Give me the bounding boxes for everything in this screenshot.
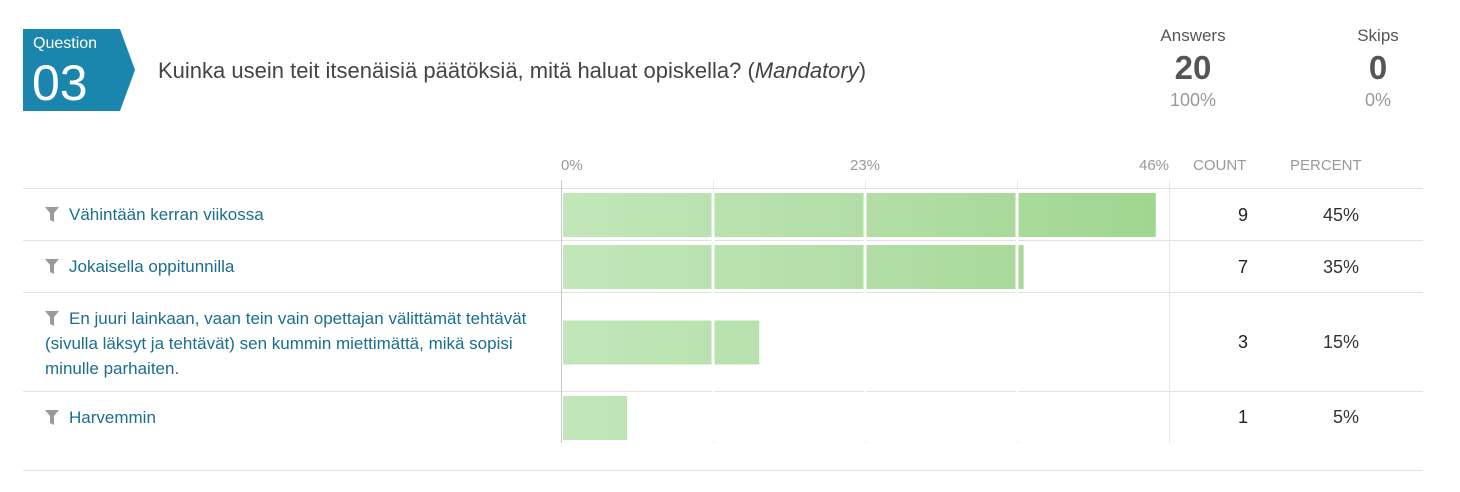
answers-value: 20 [1174,49,1212,86]
answers-stat: Answers 20 100% [1143,26,1243,111]
filter-funnel-icon[interactable] [45,207,59,222]
count-value: 7 [1237,257,1248,277]
answer-option[interactable]: Vähintään kerran viikossa [45,202,535,227]
answer-option[interactable]: Harvemmin [45,405,535,430]
answer-option[interactable]: Jokaisella oppitunnilla [45,254,535,279]
count-header: COUNT [1193,157,1247,174]
answer-option-label: Jokaisella oppitunnilla [69,257,235,276]
answer-option-label: En juuri lainkaan, vaan tein vain opetta… [45,309,527,378]
row-divider [23,292,1423,293]
answer-option-label: Vähintään kerran viikossa [69,205,264,224]
count-value: 1 [1237,407,1248,427]
skips-label: Skips [1357,26,1399,45]
answer-option[interactable]: En juuri lainkaan, vaan tein vain opetta… [45,306,535,381]
answer-option-label: Harvemmin [69,408,156,427]
axis-tick-1: 23% [850,157,881,174]
answers-percent: 100% [1169,90,1217,110]
question-title: Kuinka usein teit itsenäisiä päätöksiä, … [158,58,866,84]
filter-funnel-icon[interactable] [45,259,59,274]
count-value: 9 [1237,205,1248,225]
count-value: 3 [1237,332,1248,352]
filter-funnel-icon[interactable] [45,410,59,425]
question-badge: Question 03 [23,29,135,111]
bar[interactable] [563,193,1156,237]
question-text-end: ) [858,58,867,83]
percent-header: PERCENT [1290,157,1362,174]
axis-tick-2: 46% [1139,157,1170,174]
question-badge-shape [23,29,135,111]
percent-value: 5% [1332,407,1359,427]
row-divider [23,188,1423,189]
filter-funnel-icon[interactable] [45,311,59,326]
row-divider [23,391,1423,392]
percent-value: 35% [1322,257,1359,277]
question-text: Kuinka usein teit itsenäisiä päätöksiä, … [158,58,755,83]
bar[interactable] [563,320,760,365]
table-bottom-divider [23,470,1423,471]
percent-value: 15% [1322,332,1359,352]
question-word: Question [33,35,98,52]
skips-value: 0 [1368,49,1388,86]
skips-percent: 0% [1364,90,1391,110]
bar[interactable] [563,396,628,440]
answers-label: Answers [1160,26,1226,45]
question-number: 03 [32,55,88,111]
row-divider [23,240,1423,241]
bar[interactable] [563,245,1024,289]
percent-value: 45% [1322,205,1359,225]
axis-tick-0: 0% [561,157,583,174]
skips-stat: Skips 0 0% [1328,26,1428,111]
mandatory-label: Mandatory [754,58,859,83]
